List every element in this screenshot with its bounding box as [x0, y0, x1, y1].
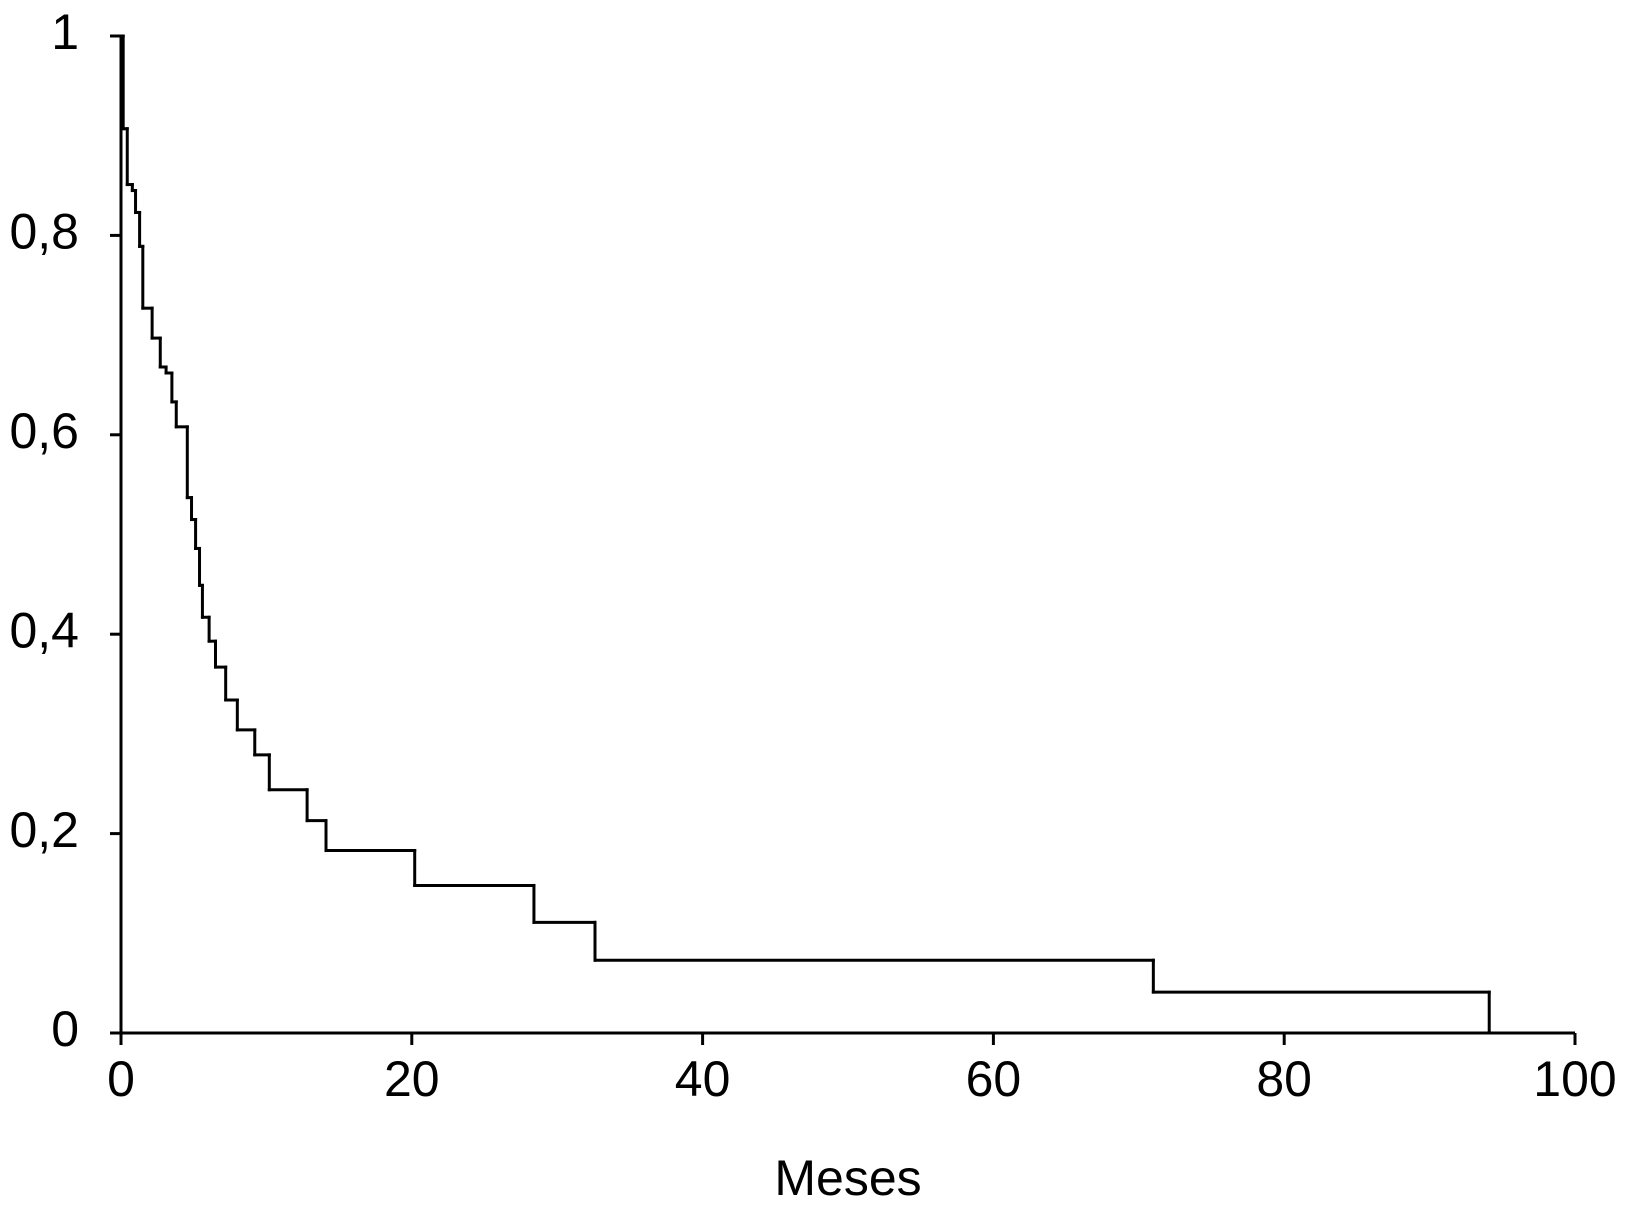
y-tick-label: 0 — [51, 1001, 79, 1057]
y-tick-label: 0,4 — [9, 602, 79, 658]
x-tick-label: 60 — [966, 1051, 1022, 1107]
y-tick-label: 1 — [51, 4, 79, 60]
y-tick-label: 0,6 — [9, 403, 79, 459]
x-tick-label: 100 — [1533, 1051, 1616, 1107]
x-tick-label: 80 — [1256, 1051, 1312, 1107]
y-tick-label: 0,2 — [9, 802, 79, 858]
x-axis-title: Meses — [774, 1150, 921, 1206]
x-tick-label: 0 — [107, 1051, 135, 1107]
x-tick-label: 40 — [675, 1051, 731, 1107]
x-tick-label: 20 — [384, 1051, 440, 1107]
y-tick-label: 0,8 — [9, 204, 79, 260]
